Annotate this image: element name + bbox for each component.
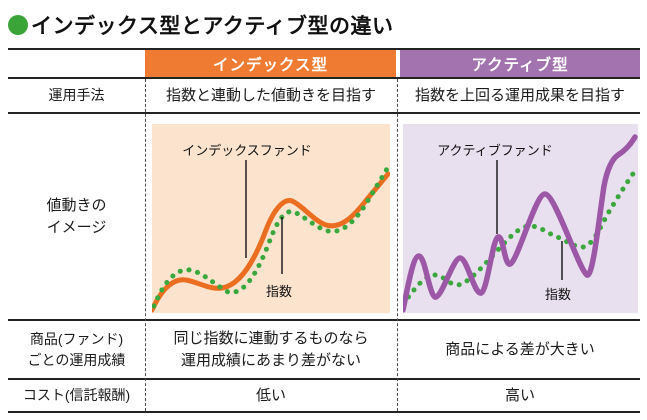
index-benchmark-label: 指数 bbox=[266, 284, 292, 299]
row-label-cost: コスト(信託報酬) bbox=[22, 387, 131, 403]
cell-method-active: 指数を上回る運用成果を目指す bbox=[414, 86, 625, 104]
table-rule-below-charts bbox=[8, 319, 640, 321]
active-chart: アクティブファンド 指数 bbox=[403, 124, 638, 313]
column-header-index: インデックス型 bbox=[145, 50, 396, 77]
column-header-active: アクティブ型 bbox=[400, 50, 640, 77]
cell-performance-active: 商品による差が大きい bbox=[445, 340, 595, 358]
active-benchmark-label: 指数 bbox=[545, 287, 571, 302]
table-rule-below-performance bbox=[8, 378, 640, 380]
row-label-method: 運用手法 bbox=[48, 87, 105, 103]
table-rule-top bbox=[8, 48, 640, 50]
index-chart: インデックスファンド 指数 bbox=[152, 124, 390, 313]
index-fund-line bbox=[152, 171, 390, 313]
index-fund-label: インデックスファンド bbox=[182, 143, 312, 158]
active-benchmark-dotted-line bbox=[403, 168, 638, 307]
column-divider-left-dashed bbox=[145, 79, 146, 411]
column-divider-right-dashed bbox=[397, 79, 398, 411]
cell-cost-index: 低い bbox=[255, 386, 286, 404]
index-chart-canvas: インデックスファンド 指数 bbox=[152, 143, 390, 313]
active-fund-line bbox=[403, 134, 638, 313]
table-rule-below-method bbox=[8, 112, 640, 114]
row-label-performance: 商品(ファンド) ごとの運用成績 bbox=[27, 330, 126, 368]
page-title: インデックス型とアクティブ型の違い bbox=[8, 10, 394, 40]
page-title-text: インデックス型とアクティブ型の違い bbox=[31, 15, 394, 38]
cell-performance-index: 同じ指数に連動するものなら 運用成績にあまり差がない bbox=[173, 329, 369, 369]
cell-method-index: 指数と連動した値動きを目指す bbox=[165, 86, 376, 104]
row-label-movement: 値動きの イメージ bbox=[46, 196, 107, 236]
cell-cost-active: 高い bbox=[504, 386, 535, 404]
table-rule-below-header bbox=[8, 77, 640, 79]
active-fund-label: アクティブファンド bbox=[437, 143, 553, 158]
bullet-icon bbox=[8, 15, 28, 35]
table-rule-bottom bbox=[8, 411, 640, 413]
active-chart-canvas: アクティブファンド 指数 bbox=[403, 134, 638, 313]
comparison-table: インデックス型 アクティブ型 運用手法 指数と連動した値動きを目指す 指数を上回… bbox=[8, 48, 640, 414]
index-benchmark-dotted-line bbox=[152, 164, 390, 309]
